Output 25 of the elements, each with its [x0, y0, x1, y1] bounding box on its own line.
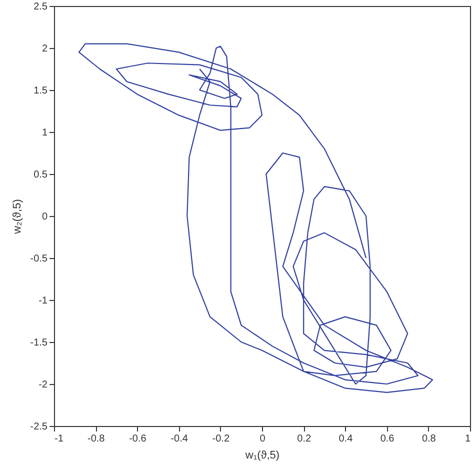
y-tick-label: -0.5	[30, 254, 48, 264]
y-tick-label: 0	[42, 212, 48, 222]
x-tick-label: 0.8	[422, 434, 436, 444]
y-tick-label: -2	[38, 380, 48, 390]
x-tick-label: 1	[464, 434, 471, 444]
x-tick-label: -1	[54, 434, 64, 444]
x-tick-label: 0.2	[297, 434, 312, 444]
line-series	[78, 43, 434, 393]
y-tick-label: 1	[42, 128, 48, 138]
y-tick-label: -1.5	[30, 338, 48, 348]
y-tick-label: 2.5	[34, 2, 48, 12]
y-axis-title: w₂(ϑ,5)	[11, 199, 24, 235]
y-tick-label: -1	[38, 296, 48, 306]
x-tick-label: -0.8	[87, 434, 106, 444]
y-tick-label: 2	[42, 44, 48, 54]
x-tick-label: -0.2	[212, 434, 230, 444]
x-axis-title: w₁(ϑ,5)	[244, 450, 280, 462]
y-tick-label: 0.5	[34, 170, 48, 180]
x-tick-label: -0.6	[129, 434, 147, 444]
y-tick-label: 1.5	[34, 86, 48, 96]
x-tick-label: -0.4	[170, 434, 188, 444]
x-tick-label: 0	[260, 434, 266, 444]
y-tick-label: -2.5	[30, 422, 48, 432]
x-tick-label: 0.6	[380, 434, 395, 444]
x-tick-label: 0.4	[338, 434, 354, 444]
